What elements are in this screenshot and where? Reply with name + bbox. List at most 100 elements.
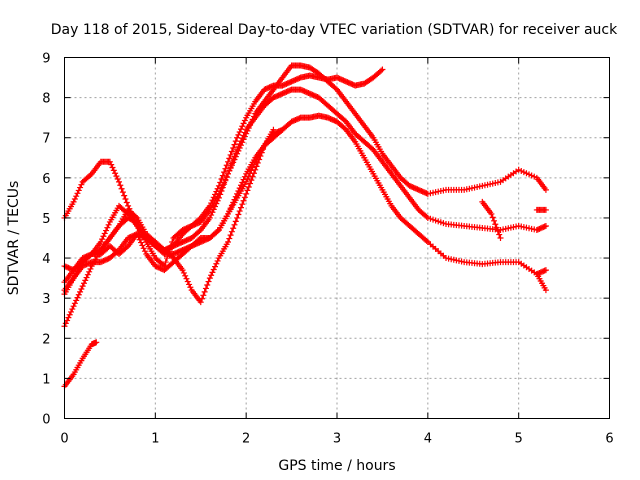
data-point-marker <box>78 181 85 188</box>
data-point-marker <box>235 131 242 138</box>
data-point-marker <box>423 213 430 220</box>
data-point-marker <box>106 158 113 165</box>
data-point-marker <box>235 143 242 150</box>
data-point-marker <box>237 126 244 133</box>
data-point-marker <box>243 178 250 185</box>
data-point-marker <box>118 185 125 192</box>
series-line <box>63 88 547 291</box>
data-point-marker <box>210 194 217 201</box>
data-point-marker <box>228 228 235 235</box>
x-tick-label: 5 <box>515 432 523 447</box>
data-point-marker <box>494 228 501 235</box>
data-point-marker <box>103 227 110 234</box>
data-point-marker <box>240 120 247 127</box>
data-point-marker <box>239 123 246 130</box>
series-layer <box>61 62 549 390</box>
data-point-marker <box>247 180 254 187</box>
data-point-marker <box>215 182 222 189</box>
data-point-marker <box>248 177 255 184</box>
data-point-marker <box>80 280 87 287</box>
data-point-marker <box>214 197 221 204</box>
data-point-marker <box>219 172 226 179</box>
data-point-marker <box>218 188 225 195</box>
series-line <box>63 129 283 295</box>
data-point-marker <box>199 295 206 302</box>
data-point-marker <box>179 267 186 274</box>
data-point-marker <box>217 179 224 186</box>
data-point-marker <box>236 208 243 215</box>
data-point-marker <box>228 148 235 155</box>
x-tick-label: 0 <box>60 432 68 447</box>
data-series-7 <box>61 126 286 298</box>
data-point-marker <box>66 311 73 318</box>
data-point-marker <box>214 185 221 192</box>
data-point-marker <box>236 141 243 148</box>
data-point-marker <box>237 138 244 145</box>
y-tick-label: 5 <box>42 212 50 227</box>
data-point-marker <box>378 67 385 74</box>
data-point-marker <box>240 197 247 204</box>
data-point-marker <box>184 278 191 285</box>
data-point-marker <box>197 299 204 306</box>
data-series-5 <box>61 112 549 294</box>
data-point-marker <box>223 174 230 181</box>
data-point-marker <box>379 66 386 73</box>
data-point-marker <box>423 237 430 244</box>
data-series-1 <box>61 339 100 390</box>
data-point-marker <box>70 303 77 310</box>
data-point-marker <box>213 200 220 207</box>
data-point-marker <box>230 157 237 164</box>
data-series-6 <box>61 126 277 330</box>
data-series-3 <box>61 66 386 274</box>
data-point-marker <box>227 163 234 170</box>
data-point-marker <box>136 236 143 243</box>
data-point-marker <box>78 285 85 292</box>
y-tick-label: 1 <box>42 372 50 387</box>
data-point-marker <box>243 190 250 197</box>
data-point-marker <box>104 224 111 231</box>
data-point-marker <box>140 245 147 252</box>
data-point-marker <box>121 192 128 199</box>
data-point-marker <box>489 214 496 221</box>
data-point-marker <box>214 228 221 235</box>
data-point-marker <box>99 236 106 243</box>
data-point-marker <box>105 221 112 228</box>
data-point-marker <box>109 164 116 171</box>
data-point-marker <box>247 170 254 177</box>
y-tick-label: 7 <box>42 132 50 147</box>
data-point-marker <box>226 167 233 174</box>
data-point-marker <box>67 308 74 315</box>
data-point-marker <box>214 257 221 264</box>
data-point-marker <box>84 271 91 278</box>
data-point-marker <box>234 146 241 153</box>
data-point-marker <box>231 153 238 160</box>
data-point-marker <box>230 225 237 232</box>
y-tick-label: 0 <box>42 413 50 428</box>
data-point-marker <box>236 128 243 135</box>
data-point-marker <box>70 198 77 205</box>
data-point-marker <box>228 160 235 167</box>
data-point-marker <box>113 173 120 180</box>
x-tick-label: 1 <box>151 432 159 447</box>
data-point-marker <box>75 291 82 298</box>
y-tick-label: 8 <box>42 92 50 107</box>
data-point-marker <box>225 239 231 246</box>
data-point-marker <box>226 155 233 162</box>
data-point-marker <box>74 190 81 197</box>
data-point-marker <box>75 187 82 194</box>
data-point-marker <box>212 203 219 210</box>
data-point-marker <box>180 269 187 276</box>
x-tick-label: 6 <box>605 432 613 447</box>
data-point-marker <box>227 151 234 158</box>
data-point-marker <box>79 283 86 290</box>
y-axis-label: SDTVAR / TECUs <box>6 181 22 296</box>
data-point-marker <box>134 230 141 237</box>
data-point-marker <box>213 260 220 267</box>
data-point-marker <box>209 209 216 216</box>
data-point-marker <box>122 196 129 203</box>
y-tick-label: 9 <box>42 52 50 67</box>
data-point-marker <box>221 169 228 176</box>
data-point-marker <box>112 170 119 177</box>
x-tick-label: 3 <box>333 432 341 447</box>
data-point-marker <box>491 217 498 224</box>
